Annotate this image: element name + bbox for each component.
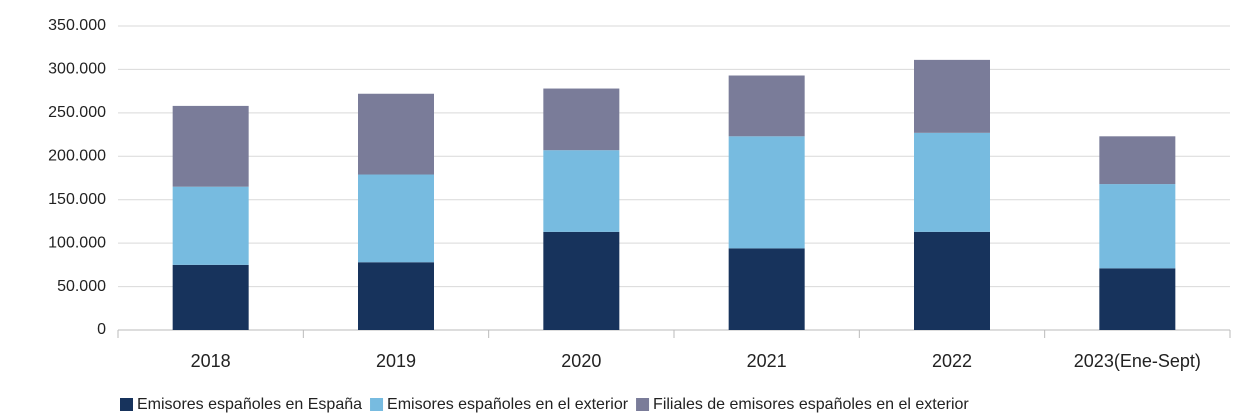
bar-segment	[914, 231, 990, 330]
legend-swatch	[120, 398, 133, 411]
bar-segment	[358, 174, 434, 263]
bar-segment	[1099, 184, 1176, 269]
legend-label: Filiales de emisores españoles en el ext…	[653, 396, 969, 413]
x-tick-label: 2023(Ene-Sept)	[1074, 351, 1201, 371]
y-tick-label: 300.000	[48, 61, 106, 78]
bar-segment	[1099, 136, 1176, 185]
y-tick-label: 150.000	[48, 191, 106, 208]
bar-segment	[172, 186, 249, 265]
y-tick-label: 200.000	[48, 148, 106, 165]
x-tick-label: 2019	[376, 351, 416, 371]
bar-segment	[358, 262, 434, 330]
x-tick-label: 2022	[932, 351, 972, 371]
bar-segment	[728, 75, 805, 137]
y-tick-label: 50.000	[57, 278, 106, 295]
bar-segment	[914, 132, 990, 232]
x-tick-label: 2020	[561, 351, 601, 371]
bar-segment	[914, 59, 990, 133]
x-tick-label: 2018	[191, 351, 231, 371]
y-tick-label: 350.000	[48, 17, 106, 34]
bar-segment	[543, 88, 620, 151]
x-tick-label: 2021	[747, 351, 787, 371]
y-tick-label: 100.000	[48, 234, 106, 251]
y-tick-label: 250.000	[48, 104, 106, 121]
bar-segment	[728, 136, 805, 249]
bar-segment	[728, 248, 805, 330]
bar-segment	[543, 150, 620, 232]
legend-swatch	[636, 398, 650, 411]
y-tick-label: 0	[97, 321, 106, 338]
bar-segment	[543, 231, 620, 330]
bar-segment	[1099, 268, 1176, 330]
legend-label: Emisores españoles en España	[137, 396, 362, 413]
bar-segment	[172, 264, 249, 330]
bar-segment	[172, 105, 249, 187]
legend-label: Emisores españoles en el exterior	[387, 396, 629, 413]
bar-segment	[358, 93, 434, 175]
legend-swatch	[370, 398, 384, 411]
